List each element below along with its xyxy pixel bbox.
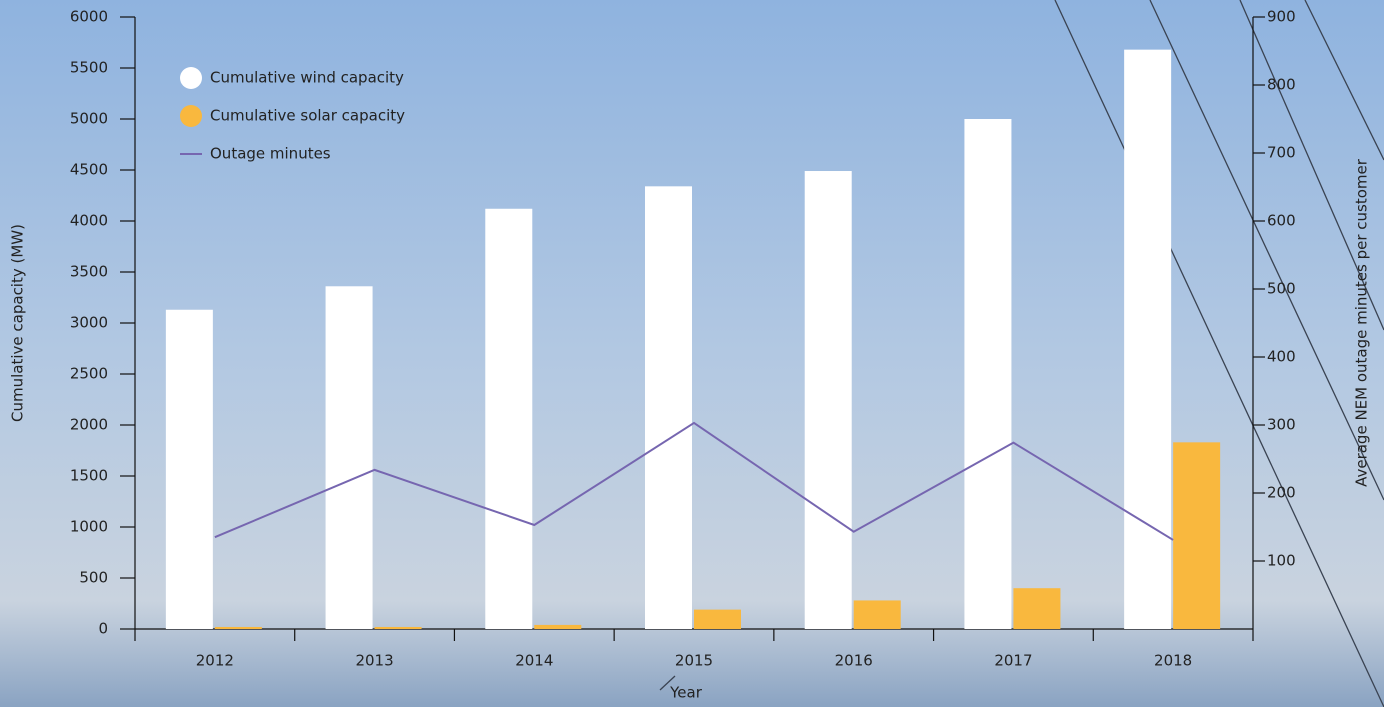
x-tick-label: 2012 <box>196 652 234 670</box>
y2-tick-label: 100 <box>1267 552 1296 570</box>
y-tick-label: 1500 <box>70 467 108 485</box>
bar <box>166 310 213 629</box>
y2-tick-label: 200 <box>1267 484 1296 502</box>
y-tick-label: 5500 <box>70 59 108 77</box>
y2-tick-label: 500 <box>1267 280 1296 298</box>
legend-label: Outage minutes <box>210 145 331 163</box>
bar <box>1124 50 1171 629</box>
bar <box>215 627 262 629</box>
x-tick-label: 2014 <box>515 652 553 670</box>
y-tick-label: 3000 <box>70 314 108 332</box>
y2-tick-label: 700 <box>1267 144 1296 162</box>
bar <box>485 209 532 629</box>
x-tick-label: 2015 <box>675 652 713 670</box>
y2-tick-label: 400 <box>1267 348 1296 366</box>
x-tick-label: 2016 <box>835 652 873 670</box>
legend-swatch <box>180 105 202 127</box>
chart: Year Cumulative capacity (MW) Average NE… <box>0 0 1384 707</box>
bar <box>645 186 692 629</box>
bar <box>805 171 852 629</box>
y-tick-label: 0 <box>98 620 108 638</box>
y-tick-label: 2500 <box>70 365 108 383</box>
bar <box>694 610 741 629</box>
bar <box>1013 588 1060 629</box>
bar <box>854 600 901 629</box>
y-tick-label: 6000 <box>70 8 108 26</box>
y-axis-title: Cumulative capacity (MW) <box>9 224 27 422</box>
bar <box>1173 442 1220 629</box>
x-tick-label: 2013 <box>355 652 393 670</box>
bar <box>375 627 422 629</box>
legend-swatch <box>180 67 202 89</box>
y-tick-label: 500 <box>79 569 108 587</box>
legend-label: Cumulative solar capacity <box>210 107 405 125</box>
y2-tick-label: 300 <box>1267 416 1296 434</box>
y-tick-label: 1000 <box>70 518 108 536</box>
y2-axis-title: Average NEM outage minutes per customer <box>1353 158 1371 487</box>
x-axis-title: Year <box>669 684 703 702</box>
bar <box>964 119 1011 629</box>
bar <box>326 286 373 629</box>
x-tick-label: 2017 <box>994 652 1032 670</box>
y-tick-label: 5000 <box>70 110 108 128</box>
y-tick-label: 2000 <box>70 416 108 434</box>
y2-tick-label: 900 <box>1267 8 1296 26</box>
y2-tick-label: 600 <box>1267 212 1296 230</box>
legend-label: Cumulative wind capacity <box>210 69 404 87</box>
y-tick-label: 3500 <box>70 263 108 281</box>
y-tick-label: 4500 <box>70 161 108 179</box>
y2-tick-label: 800 <box>1267 76 1296 94</box>
x-tick-label: 2018 <box>1154 652 1192 670</box>
page: Year Cumulative capacity (MW) Average NE… <box>0 0 1384 707</box>
y-tick-label: 4000 <box>70 212 108 230</box>
bar <box>534 625 581 629</box>
